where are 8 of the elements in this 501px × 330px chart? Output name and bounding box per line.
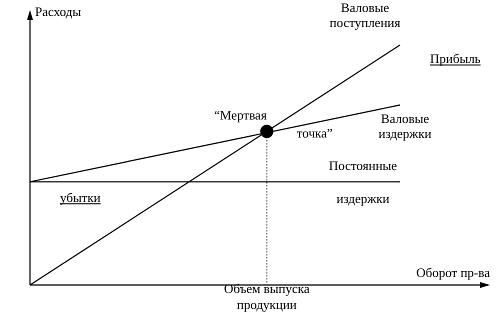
annotation: убытки bbox=[60, 190, 101, 205]
text: “Мертвая точка” bbox=[214, 107, 333, 140]
text: Прибыль bbox=[430, 51, 481, 66]
x-axis-title: Оборот пр-ва bbox=[416, 265, 490, 280]
text: Постоянные издержки bbox=[328, 158, 398, 206]
series-label: Валовые издержки bbox=[378, 111, 432, 141]
series-label: Валовые поступления bbox=[330, 0, 400, 30]
y-axis-title: Расходы bbox=[35, 4, 82, 19]
